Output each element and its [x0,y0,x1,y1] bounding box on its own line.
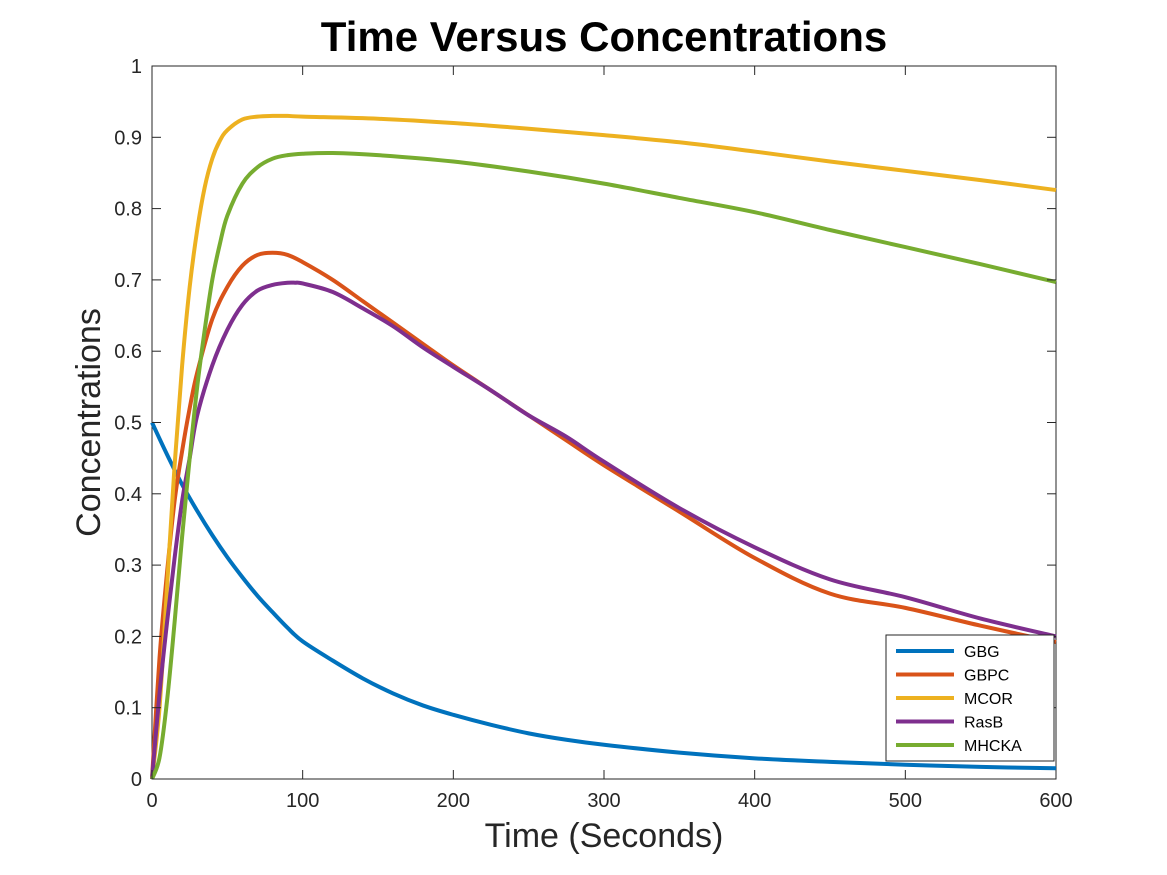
x-tick-label: 0 [146,790,157,812]
y-axis-label: Concentrations [70,308,108,537]
series-layer [150,113,1057,780]
x-tick-label: 300 [587,790,620,812]
y-tick-label: 0.7 [114,270,142,292]
x-tick-label: 400 [738,790,771,812]
series-line-gbpc [150,250,1057,780]
legend-label-gbpc: GBPC [964,668,1009,685]
legend-label-mhcka: MHCKA [964,738,1022,755]
y-axis-ticks: 0 0.1 0.2 0.3 0.4 0.5 0.6 0.7 0.8 0.9 1 [114,56,1056,791]
legend-label-mcor: MCOR [964,691,1013,708]
y-tick-label: 1 [131,56,142,78]
x-tick-label: 600 [1039,790,1072,812]
y-tick-label: 0.9 [114,127,142,149]
y-tick-label: 0.2 [114,626,142,648]
y-tick-label: 0 [131,769,142,791]
series-line-mcor [150,113,1057,780]
y-tick-label: 0.3 [114,555,142,577]
y-tick-label: 0.5 [114,413,142,435]
x-tick-label: 200 [437,790,470,812]
x-tick-label: 100 [286,790,319,812]
legend-label-rasb: RasB [964,715,1003,732]
y-tick-label: 0.8 [114,199,142,221]
series-line-gbg [150,421,1057,771]
y-tick-label: 0.4 [114,484,142,506]
legend: GBG GBPC MCOR RasB MHCKA [885,634,1055,762]
chart-title: Time Versus Concentrations [321,13,887,60]
legend-label-gbg: GBG [964,644,1000,661]
y-tick-label: 0.6 [114,341,142,363]
x-axis-label: Time (Seconds) [485,817,724,855]
series-line-mhcka [150,150,1057,780]
x-axis-ticks: 0 100 200 300 400 500 600 [146,66,1073,812]
y-tick-label: 0.1 [114,698,142,720]
x-tick-label: 500 [889,790,922,812]
